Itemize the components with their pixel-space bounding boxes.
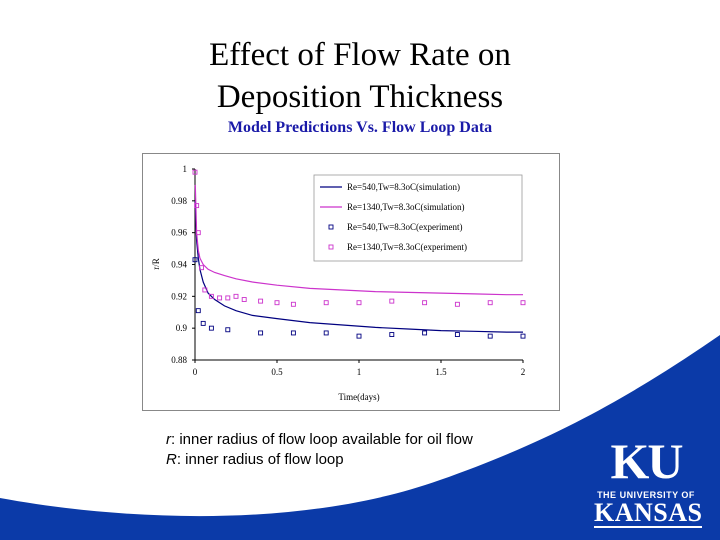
swoosh-shape — [0, 335, 720, 540]
ku-logo-line1: THE UNIVERSITY OF — [597, 490, 695, 500]
data-point — [356, 333, 362, 339]
data-point — [195, 230, 201, 236]
y-tick-label: 0.94 — [171, 260, 187, 270]
data-point — [422, 330, 428, 336]
x-tick-label: 0 — [193, 367, 198, 377]
data-point — [192, 169, 198, 175]
data-point — [290, 330, 296, 336]
data-point — [217, 295, 223, 301]
y-tick-label: 0.9 — [176, 323, 188, 333]
data-point — [241, 297, 247, 302]
data-point — [487, 333, 493, 339]
data-point — [208, 293, 214, 299]
data-point — [194, 203, 200, 209]
deposition-chart: 0.88 0.9 0.92 0.94 0.96 0.98 1 0 0.5 1 1.5 2 Time(da… — [142, 153, 560, 411]
legend-label-3: Re=1340,Tw=8.3oC(experiment) — [347, 242, 467, 252]
data-point — [520, 300, 526, 306]
data-point — [202, 287, 208, 293]
data-point — [454, 301, 460, 307]
caption-R-symbol: R — [166, 451, 177, 468]
ku-logo: KU THE UNIVERSITY OF KANSAS — [594, 433, 703, 528]
title-line-2: Deposition Thickness — [216, 79, 504, 115]
data-point — [233, 293, 239, 299]
y-tick-label: 1 — [183, 164, 188, 174]
x-tick-label: 1 — [357, 367, 362, 377]
data-point — [323, 300, 329, 306]
caption-line-r: r: inner radius of flow loop available f… — [166, 430, 473, 450]
data-point — [356, 300, 362, 306]
slide-title: Effect of Flow Rate on Deposition Thickn… — [60, 34, 660, 118]
legend-label-1: Re=1340,Tw=8.3oC(simulation) — [347, 202, 465, 212]
x-axis-label: Time(days) — [338, 392, 379, 402]
x-tick-label: 0.5 — [271, 367, 283, 377]
data-point — [323, 330, 329, 336]
x-tick-label: 1.5 — [435, 367, 447, 377]
data-point — [199, 265, 205, 271]
y-tick-label: 0.88 — [171, 355, 187, 365]
caption-line-R: R: inner radius of flow loop — [166, 450, 473, 470]
caption-r-symbol: r — [166, 431, 171, 448]
ku-logo-mark: KU — [610, 433, 684, 489]
legend-label-0: Re=540,Tw=8.3oC(simulation) — [347, 182, 460, 192]
x-tick-label: 2 — [521, 367, 526, 377]
y-axis-label: r/R — [151, 258, 161, 270]
legend-swatch-2 — [328, 224, 334, 230]
data-point — [290, 301, 296, 307]
caption-R-text: : inner radius of flow loop — [176, 451, 344, 468]
data-point — [258, 330, 264, 336]
data-point — [192, 257, 198, 263]
data-point — [389, 332, 395, 337]
y-tick-label: 0.98 — [171, 196, 187, 206]
data-point — [258, 298, 264, 304]
data-point — [225, 327, 231, 333]
series-line-1 — [194, 184, 523, 296]
legend-swatch-3 — [328, 244, 334, 250]
data-point — [422, 300, 428, 306]
data-point — [195, 308, 201, 314]
data-point — [487, 300, 493, 306]
data-point — [208, 325, 214, 331]
title-line-1: Effect of Flow Rate on — [209, 37, 511, 73]
y-tick-label: 0.92 — [171, 291, 187, 301]
legend-box — [313, 174, 523, 262]
y-tick-label: 0.96 — [171, 228, 187, 238]
slide-subtitle: Model Predictions Vs. Flow Loop Data — [227, 119, 493, 136]
data-point — [200, 320, 206, 326]
legend-label-2: Re=540,Tw=8.3oC(experiment) — [347, 222, 463, 232]
ku-logo-line2: KANSAS — [594, 498, 703, 528]
data-point — [389, 298, 395, 304]
data-point — [274, 300, 280, 306]
data-point — [225, 295, 231, 301]
data-point — [454, 332, 460, 337]
caption-r-text: : inner radius of flow loop available fo… — [171, 431, 473, 448]
caption: r: inner radius of flow loop available f… — [166, 430, 473, 470]
data-point — [520, 333, 526, 339]
